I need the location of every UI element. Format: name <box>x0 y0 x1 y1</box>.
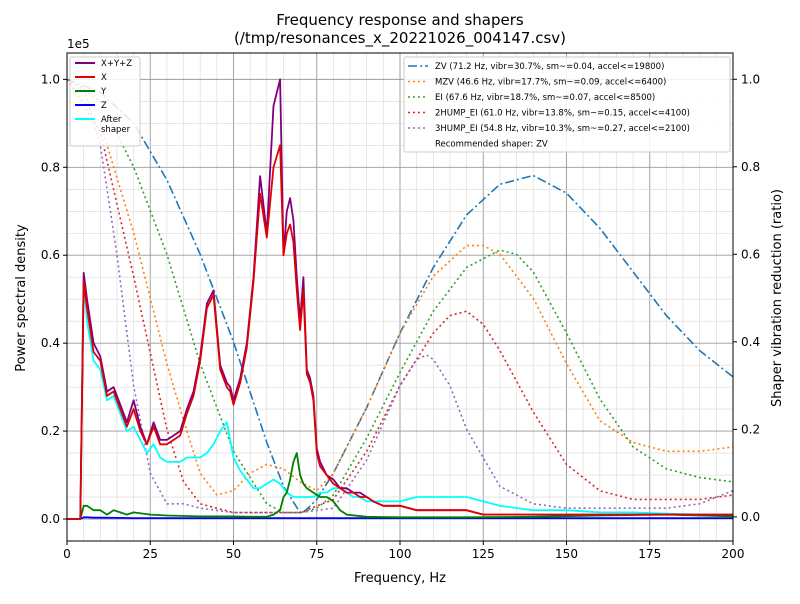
legend-entry-label: ZV (71.2 Hz, vibr=30.7%, sm~=0.04, accel… <box>435 62 664 72</box>
y2-axis-label: Shaper vibration reduction (ratio) <box>770 189 785 407</box>
legend-entry-label: EI (67.6 Hz, vibr=18.7%, sm~=0.07, accel… <box>435 93 655 103</box>
series-line-psd <box>67 276 734 520</box>
recommended-shaper-text: Recommended shaper: ZV <box>435 140 548 150</box>
legend-entry-label: X+Y+Z <box>101 59 132 69</box>
x-tick-label: 50 <box>226 547 241 561</box>
y-tick-label: 0.2 <box>41 424 60 438</box>
x-tick-label: 175 <box>638 547 661 561</box>
x-tick-label: 0 <box>63 547 71 561</box>
legend-shapers: ZV (71.2 Hz, vibr=30.7%, sm~=0.04, accel… <box>403 56 731 153</box>
series-layer <box>66 78 734 520</box>
legend-entry-label: After <box>101 115 122 125</box>
y-tick-label: 1.0 <box>41 72 60 86</box>
chart-title: Frequency response and shapers <box>276 11 524 29</box>
legend-entry-label: X <box>101 73 107 83</box>
y-tick-label: 0.4 <box>41 336 60 350</box>
y2-tick-label: 0.6 <box>741 247 760 261</box>
y2-tick-label: 0.2 <box>741 422 760 436</box>
legend-entry-label: shaper <box>101 125 131 135</box>
x-tick-label: 75 <box>309 547 324 561</box>
legend-entry-label: 2HUMP_EI (61.0 Hz, vibr=13.8%, sm~=0.15,… <box>435 109 690 119</box>
x-tick-label: 25 <box>143 547 158 561</box>
y2-tick-label: 1.0 <box>741 72 760 86</box>
y2-tick-label: 0.0 <box>741 510 760 524</box>
y2-tick-label: 0.4 <box>741 335 760 349</box>
y-tick-label: 0.8 <box>41 160 60 174</box>
series-line-psd <box>67 144 733 520</box>
x-tick-label: 125 <box>472 547 495 561</box>
legend-box <box>69 56 141 147</box>
y2-tick-label: 0.8 <box>741 160 760 174</box>
x-axis-label: Frequency, Hz <box>354 571 446 586</box>
x-tick-label: 100 <box>389 547 412 561</box>
legend-entry-label: Z <box>101 101 107 111</box>
y-scale-label: 1e5 <box>67 37 90 51</box>
axes: 0 25 50 75 100 125 150 175 200 0.0 0.2 0.4 0.6 0.8 1.0… <box>41 52 760 561</box>
x-tick-label: 150 <box>555 547 578 561</box>
legend-entry-label: 3HUMP_EI (54.8 Hz, vibr=10.3%, sm~=0.27,… <box>435 124 690 134</box>
legend-box <box>403 56 731 153</box>
y-tick-label: 0.0 <box>41 512 60 526</box>
y-axis-label: Power spectral density <box>14 224 29 372</box>
y-tick-label: 0.6 <box>41 248 60 262</box>
x-tick-label: 200 <box>722 547 745 561</box>
legend-entry-label: Y <box>100 87 107 97</box>
legend-entry-label: MZV (46.6 Hz, vibr=17.7%, sm~=0.09, acce… <box>435 78 666 88</box>
chart-subtitle: (/tmp/resonances_x_20221026_004147.csv) <box>234 29 566 48</box>
series-line-psd <box>67 452 734 520</box>
series-line-psd <box>67 516 733 520</box>
